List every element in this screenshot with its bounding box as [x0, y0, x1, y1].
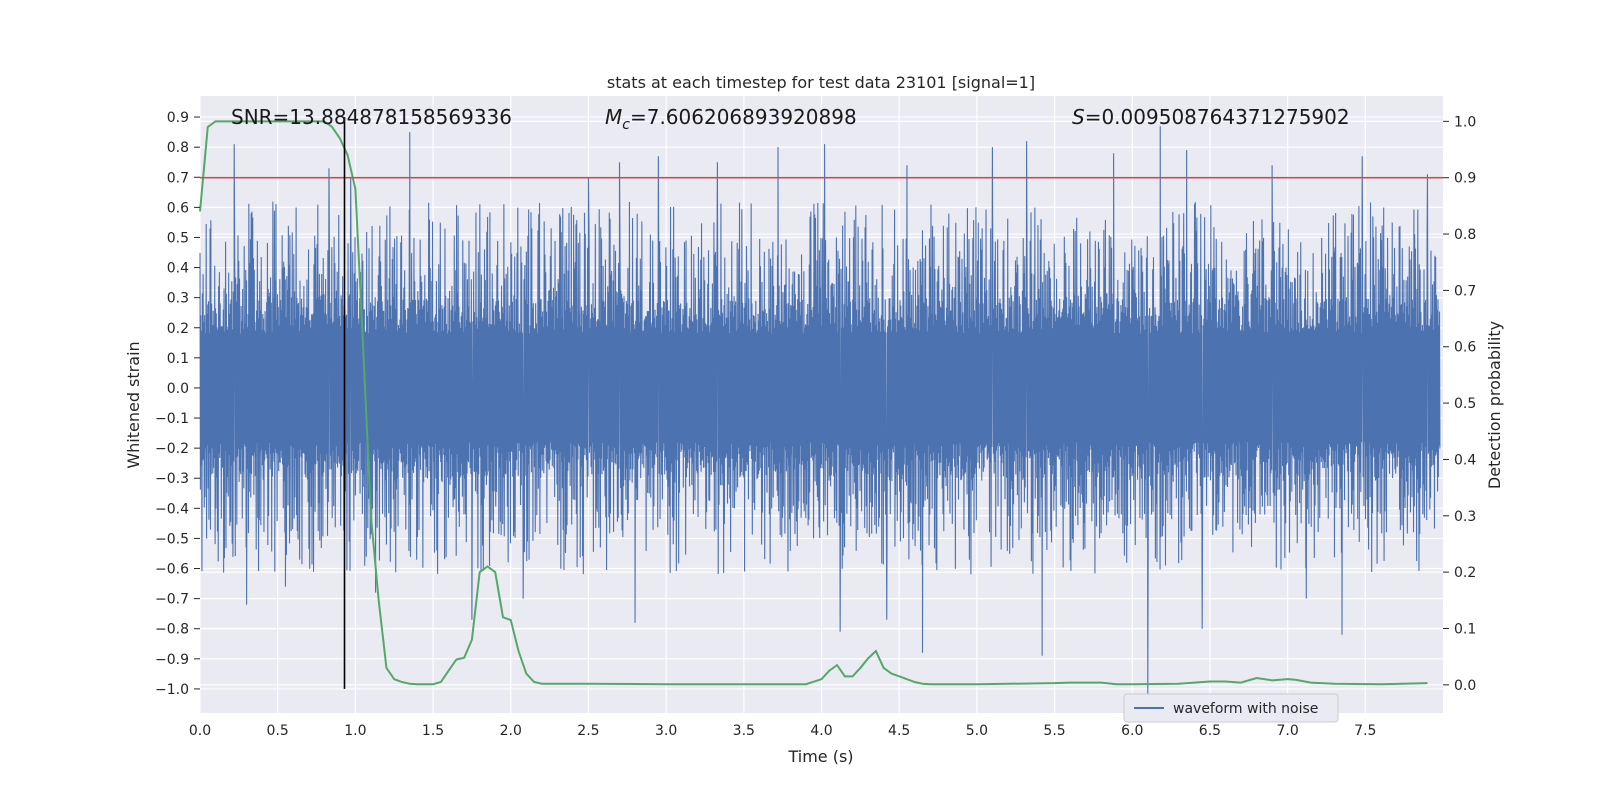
detection-probability-line: [199, 120, 1428, 686]
x-tick-label: 1.5: [422, 723, 444, 739]
chirp-mass-subscript: c: [622, 117, 630, 133]
y-right-tick-label: 0.6: [1454, 340, 1476, 356]
y-left-tick-label: −0.8: [155, 622, 189, 638]
overlays: [200, 117, 1443, 689]
y-left-tick-label: 0.5: [167, 230, 189, 246]
y-right-tick-label: 0.3: [1454, 509, 1476, 525]
y-axis-label-right: Detection probability: [1485, 321, 1504, 489]
y-left-tick-label: −0.1: [155, 411, 189, 427]
y-right-tick-label: 0.0: [1454, 678, 1476, 694]
waveform-series: [199, 126, 1441, 695]
x-tick-label: 6.5: [1199, 723, 1221, 739]
y-left-tick-label: −0.2: [155, 441, 189, 457]
legend-box: [1123, 693, 1339, 723]
x-axis-label: Time (s): [787, 747, 853, 766]
y-right-tick-label: 1.0: [1454, 114, 1476, 130]
x-tick-label: 7.0: [1276, 723, 1298, 739]
x-tick-label: 1.0: [344, 723, 366, 739]
y-right-tick-label: 0.5: [1454, 396, 1476, 412]
y-right-tick-label: 0.9: [1454, 171, 1476, 187]
snr-annotation: SNR=13.884878158569336: [231, 105, 512, 129]
x-tick-label: 2.5: [577, 723, 599, 739]
y-right-tick-label: 0.4: [1454, 452, 1476, 468]
x-tick-label: 3.5: [733, 723, 755, 739]
y-left-tick-label: −0.7: [155, 592, 189, 608]
y-left-tick-label: 0.6: [167, 200, 189, 216]
legend-label-waveform: waveform with noise: [1173, 701, 1318, 717]
chirp-mass-symbol: M: [605, 105, 622, 129]
y-left-tick-label: 0.4: [167, 261, 189, 277]
s-annotation: S=0.009508764371275902: [1072, 105, 1350, 129]
y-left-tick-label: −0.6: [155, 562, 189, 578]
x-tick-label: 0.5: [267, 723, 289, 739]
x-tick-label: 5.0: [966, 723, 988, 739]
y-left-tick-label: 0.9: [167, 110, 189, 126]
x-tick-label: 6.0: [1121, 723, 1143, 739]
probability-series: [199, 120, 1428, 686]
s-value: =0.009508764371275902: [1085, 105, 1350, 129]
waveform-line: [199, 126, 1441, 695]
y-left-tick-label: 0.0: [167, 381, 189, 397]
y-right-tick-label: 0.1: [1454, 621, 1476, 637]
chirp-mass-annotation: Mc=7.606206893920898: [605, 105, 857, 133]
x-tick-label: 2.0: [500, 723, 522, 739]
y-right-tick-label: 0.8: [1454, 227, 1476, 243]
s-symbol: S: [1072, 105, 1085, 129]
chirp-mass-value: =7.606206893920898: [630, 105, 857, 129]
y-right-tick-label: 0.2: [1454, 565, 1476, 581]
chart-title: stats at each timestep for test data 231…: [607, 73, 1035, 92]
x-tick-label: 0.0: [189, 723, 211, 739]
y-left-tick-label: −0.3: [155, 471, 189, 487]
x-tick-label: 3.0: [655, 723, 677, 739]
legend: waveform with noise: [1123, 693, 1339, 723]
x-tick-label: 4.5: [888, 723, 910, 739]
y-left-tick-label: 0.1: [167, 351, 189, 367]
x-tick-label: 5.5: [1043, 723, 1065, 739]
y-left-tick-label: −0.4: [155, 501, 189, 517]
y-left-tick-label: 0.8: [167, 140, 189, 156]
y-axis-label-left: Whitened strain: [124, 341, 143, 468]
y-left-tick-label: −1.0: [155, 682, 189, 698]
y-left-tick-label: 0.3: [167, 291, 189, 307]
y-right-tick-label: 0.7: [1454, 283, 1476, 299]
y-left-tick-label: −0.5: [155, 531, 189, 547]
ticks: 0.0 0.5 1.0 1.5 2.0 2.5 3.0 3.5 4.0 4.5 5.0 5.5 6.0 6…: [155, 110, 1476, 739]
y-left-tick-label: −0.9: [155, 652, 189, 668]
y-left-tick-label: 0.7: [167, 170, 189, 186]
y-left-tick-label: 0.2: [167, 321, 189, 337]
x-tick-label: 4.0: [810, 723, 832, 739]
x-tick-label: 7.5: [1354, 723, 1376, 739]
